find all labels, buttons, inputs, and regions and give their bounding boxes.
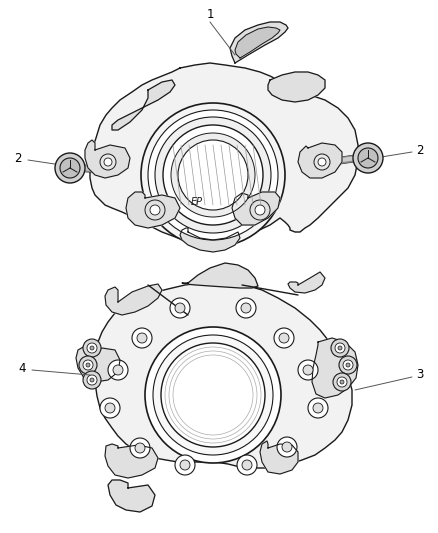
Polygon shape: [232, 192, 280, 225]
Polygon shape: [112, 80, 175, 130]
Circle shape: [170, 298, 190, 318]
Circle shape: [132, 328, 152, 348]
Polygon shape: [90, 63, 358, 242]
Circle shape: [241, 303, 251, 313]
Polygon shape: [312, 338, 358, 398]
Circle shape: [298, 360, 318, 380]
Circle shape: [180, 460, 190, 470]
Circle shape: [100, 154, 116, 170]
Polygon shape: [105, 284, 162, 315]
Circle shape: [318, 158, 326, 166]
Circle shape: [339, 356, 357, 374]
Circle shape: [337, 377, 347, 387]
Circle shape: [113, 365, 123, 375]
Circle shape: [333, 373, 351, 391]
Circle shape: [358, 148, 378, 168]
Polygon shape: [182, 263, 258, 288]
Circle shape: [87, 375, 97, 385]
Circle shape: [178, 140, 248, 210]
Circle shape: [90, 378, 94, 382]
Circle shape: [313, 403, 323, 413]
Circle shape: [87, 343, 97, 353]
Circle shape: [86, 363, 90, 367]
Circle shape: [100, 398, 120, 418]
Circle shape: [353, 143, 383, 173]
Circle shape: [105, 403, 115, 413]
Circle shape: [338, 346, 342, 350]
Circle shape: [255, 205, 265, 215]
Circle shape: [130, 438, 150, 458]
Polygon shape: [126, 192, 180, 228]
Circle shape: [55, 153, 85, 183]
Circle shape: [242, 460, 252, 470]
Circle shape: [237, 455, 257, 475]
Circle shape: [171, 133, 255, 217]
Polygon shape: [288, 272, 325, 293]
Text: 3: 3: [416, 368, 424, 382]
Polygon shape: [76, 346, 120, 382]
Circle shape: [137, 333, 147, 343]
Circle shape: [83, 339, 101, 357]
Circle shape: [163, 125, 263, 225]
Circle shape: [340, 380, 344, 384]
Circle shape: [250, 200, 270, 220]
Circle shape: [145, 200, 165, 220]
Circle shape: [236, 298, 256, 318]
Circle shape: [282, 442, 292, 452]
Text: 4: 4: [18, 361, 26, 375]
Circle shape: [346, 363, 350, 367]
Circle shape: [148, 110, 278, 240]
Text: 1: 1: [206, 9, 214, 21]
Circle shape: [308, 398, 328, 418]
Circle shape: [150, 205, 160, 215]
Circle shape: [279, 333, 289, 343]
Circle shape: [104, 158, 112, 166]
Circle shape: [83, 360, 93, 370]
Polygon shape: [94, 283, 352, 468]
Polygon shape: [105, 444, 158, 478]
Polygon shape: [260, 441, 298, 474]
Circle shape: [335, 343, 345, 353]
Polygon shape: [235, 27, 280, 58]
Circle shape: [153, 335, 273, 455]
Circle shape: [141, 103, 285, 247]
Polygon shape: [180, 228, 240, 252]
Circle shape: [303, 365, 313, 375]
Polygon shape: [268, 72, 325, 102]
Polygon shape: [108, 480, 155, 512]
Polygon shape: [298, 143, 342, 178]
Circle shape: [90, 346, 94, 350]
Text: EP: EP: [191, 197, 203, 207]
Circle shape: [83, 371, 101, 389]
Circle shape: [135, 443, 145, 453]
Circle shape: [175, 455, 195, 475]
Circle shape: [277, 437, 297, 457]
Circle shape: [145, 327, 281, 463]
Circle shape: [108, 360, 128, 380]
Circle shape: [60, 158, 80, 178]
Circle shape: [155, 117, 271, 233]
Polygon shape: [85, 140, 130, 178]
Polygon shape: [230, 22, 288, 63]
Circle shape: [79, 356, 97, 374]
Circle shape: [314, 154, 330, 170]
Circle shape: [343, 360, 353, 370]
Circle shape: [175, 303, 185, 313]
Circle shape: [274, 328, 294, 348]
Circle shape: [331, 339, 349, 357]
Circle shape: [161, 343, 265, 447]
Text: 2: 2: [14, 151, 22, 165]
Text: 2: 2: [416, 143, 424, 157]
